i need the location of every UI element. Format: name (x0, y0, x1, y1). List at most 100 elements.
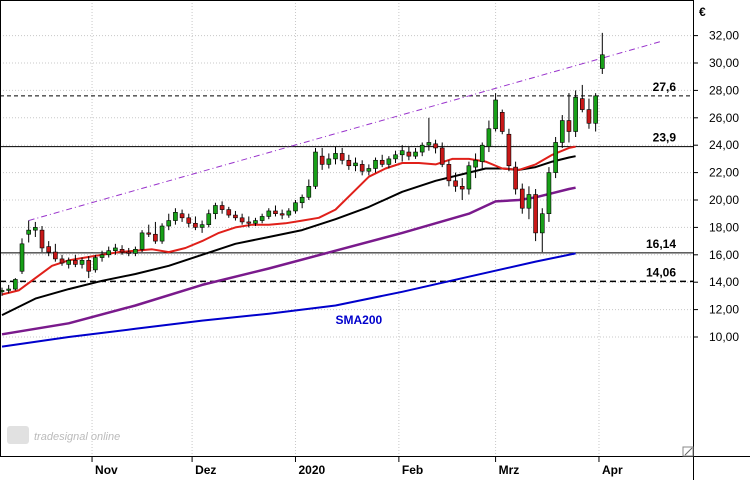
candlestick (126, 247, 132, 257)
candlestick (286, 208, 292, 218)
candle-body (93, 257, 98, 271)
candlestick (439, 142, 445, 168)
candlestick (213, 202, 218, 220)
candle-body (79, 259, 85, 265)
candlestick (193, 216, 198, 231)
candlestick (119, 245, 125, 255)
candlestick (6, 284, 11, 294)
y-tick-label: 18,00 (709, 220, 739, 234)
candle-body (513, 166, 518, 190)
candle-body (139, 232, 145, 250)
candlestick (153, 221, 158, 244)
candlestick (406, 146, 412, 161)
y-tick-label: 24,00 (709, 138, 739, 152)
candle-body (459, 186, 465, 190)
candle-body (0, 290, 5, 293)
candlestick (259, 213, 265, 224)
candlestick (486, 120, 492, 153)
candlestick (59, 254, 65, 266)
candlestick (313, 147, 318, 190)
currency-label: € (699, 5, 706, 19)
candlestick (19, 238, 25, 274)
candle-body (199, 224, 205, 228)
candle-body (359, 164, 365, 172)
trend-channel (28, 40, 663, 222)
candle-body (106, 250, 112, 256)
candlestick (179, 209, 185, 222)
watermark-text: tradesignal online (34, 431, 120, 443)
y-tick-label: 14,00 (709, 275, 739, 289)
watermark: tradesignal online (7, 426, 120, 444)
candlestick (506, 128, 512, 172)
candlestick (93, 254, 98, 273)
level-label: 27,6 (653, 80, 677, 94)
candle-body (193, 222, 198, 228)
candle-body (566, 120, 572, 132)
candlestick (266, 208, 272, 220)
candlestick (79, 257, 85, 269)
candlestick (586, 98, 592, 129)
candle-body (573, 96, 578, 132)
candlestick (233, 210, 238, 221)
candle-body (279, 213, 285, 216)
x-tick-label: Dez (195, 463, 216, 477)
grid-lines (0, 0, 693, 456)
moving-average-line (1, 145, 576, 296)
candle-body (246, 221, 252, 224)
trend-channel-line (28, 40, 663, 222)
candle-body (133, 249, 138, 254)
candlestick (473, 153, 478, 179)
candlestick (446, 160, 452, 187)
candlestick (186, 213, 192, 228)
candlestick (393, 150, 398, 164)
y-tick-label: 20,00 (709, 193, 739, 207)
candle-body (539, 213, 545, 234)
candle-body (213, 205, 218, 214)
candlestick (379, 154, 385, 168)
candle-body (419, 144, 425, 153)
candle-body (286, 210, 292, 216)
candlestick (373, 157, 378, 173)
candle-body (546, 172, 552, 215)
candle-body (73, 259, 78, 265)
resize-handle[interactable] (682, 446, 694, 457)
candle-body (406, 151, 412, 157)
x-tick-label: Nov (95, 463, 118, 477)
candlestick (359, 160, 365, 176)
candlestick (86, 256, 92, 279)
candlestick (419, 142, 425, 157)
candlestick (273, 205, 278, 217)
candle-body (466, 165, 472, 190)
candle-body (99, 254, 105, 258)
candlestick (239, 213, 245, 225)
candle-body (506, 133, 512, 167)
y-axis-ticks: 10,00 12,00 14,00 16,00 18,00 20,00 22,00 24,00… (693, 29, 739, 344)
candle-body (66, 259, 71, 265)
candlestick (33, 221, 38, 237)
candle-body (306, 186, 312, 198)
candle-body (166, 220, 172, 227)
candlestick (39, 226, 45, 253)
candlestick (206, 209, 212, 228)
candlestick (493, 93, 498, 132)
candle-body (553, 142, 558, 173)
candle-body (226, 209, 232, 216)
candle-body (266, 210, 272, 217)
candle-body (479, 144, 485, 162)
candlestick (579, 84, 585, 113)
candle-body (119, 249, 125, 253)
candle-body (373, 159, 378, 169)
candle-body (233, 214, 238, 219)
candle-body (46, 246, 51, 253)
candle-body (239, 217, 245, 223)
candlestick (539, 208, 545, 253)
candlestick (513, 161, 518, 195)
candle-body (439, 147, 445, 165)
candlestick (566, 93, 572, 143)
candlestick (246, 216, 252, 228)
candle-body (386, 158, 392, 165)
candlestick (353, 157, 358, 172)
candlestick (399, 145, 405, 162)
candle-body (346, 159, 352, 167)
